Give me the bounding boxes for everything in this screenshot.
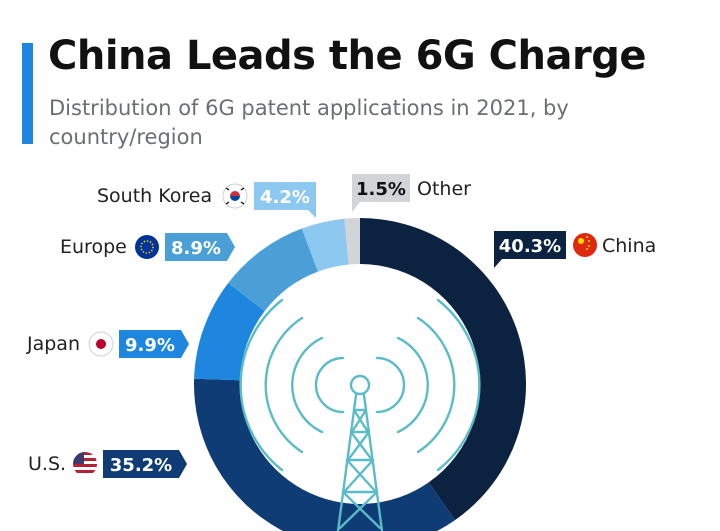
legend-item-south-korea: South Korea 4.2% xyxy=(97,182,316,218)
donut-slice-japan xyxy=(194,283,265,381)
value-badge-japan xyxy=(119,330,181,358)
category-label-usa: U.S. xyxy=(28,453,66,475)
value-badge-europe xyxy=(165,233,227,261)
category-label-other: Other xyxy=(417,178,471,200)
chart-subtitle: Distribution of 6G patent applications i… xyxy=(49,96,569,149)
value-label-europe: 8.9% xyxy=(171,238,221,259)
legend-item-japan: Japan 9.9% xyxy=(26,330,189,358)
category-label-japan: Japan xyxy=(26,333,80,355)
donut-slice-u-s xyxy=(194,378,456,531)
japan-flag-icon xyxy=(88,331,114,357)
value-badge-china xyxy=(494,231,566,259)
category-label-china: China xyxy=(602,235,656,257)
legend-item-usa: U.S. 35.2% xyxy=(28,450,187,478)
value-badge-other xyxy=(352,174,410,202)
donut-slice-europe xyxy=(228,228,318,312)
usa-flag-icon xyxy=(73,452,97,476)
legend-item-china: 40.3% China xyxy=(494,231,656,268)
value-label-china: 40.3% xyxy=(499,236,561,257)
radio-tower-icon xyxy=(239,298,481,531)
south-korea-flag-icon xyxy=(222,183,248,209)
donut-slice-other xyxy=(344,218,360,265)
category-label-europe: Europe xyxy=(60,236,127,258)
donut-slice-south-korea xyxy=(301,218,349,272)
china-flag-icon xyxy=(573,233,597,257)
chart-title: China Leads the 6G Charge xyxy=(48,33,646,79)
value-label-south-korea: 4.2% xyxy=(260,187,310,208)
value-badge-south-korea xyxy=(254,182,316,210)
value-label-japan: 9.9% xyxy=(125,335,175,356)
category-label-south-korea: South Korea xyxy=(97,185,212,207)
value-label-usa: 35.2% xyxy=(110,455,172,476)
value-label-other: 1.5% xyxy=(356,179,406,200)
title-accent-bar xyxy=(22,43,33,144)
donut-slice-china xyxy=(360,218,527,521)
eu-flag-icon xyxy=(135,235,159,259)
legend-item-europe: Europe 8.9% xyxy=(60,233,235,261)
donut-slices xyxy=(194,218,527,531)
legend-item-other: 1.5% Other xyxy=(352,174,471,212)
value-badge-usa xyxy=(103,450,179,478)
